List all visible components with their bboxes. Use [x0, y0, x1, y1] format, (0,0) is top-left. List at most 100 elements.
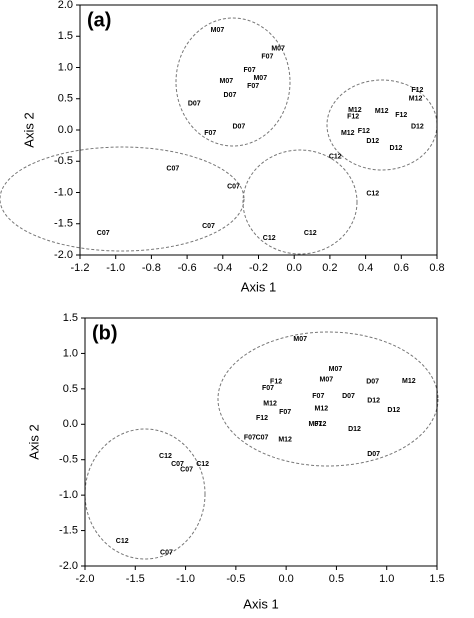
point-label: M12 [409, 96, 423, 103]
point-label: F12 [314, 421, 326, 428]
point-label: D12 [366, 138, 379, 145]
point-label: D12 [411, 124, 424, 131]
point-label: M07 [308, 421, 322, 428]
point-label: F12 [411, 87, 423, 94]
point-label: C12 [116, 538, 129, 545]
panel-label: (a) [87, 9, 111, 31]
point-label: M12 [341, 130, 355, 137]
y-tick-label: 1.5 [58, 30, 73, 42]
point-label: C12 [366, 191, 379, 198]
y-tick-label: 1.5 [63, 312, 78, 324]
cluster-ellipse [217, 331, 439, 467]
point-label: C07 [180, 466, 193, 473]
point-label: F12 [358, 128, 370, 135]
x-tick-label: 1.0 [379, 573, 394, 585]
y-tick-label: 1.0 [58, 61, 73, 73]
x-tick-label: -0.8 [142, 262, 161, 274]
point-label: M07 [220, 78, 234, 85]
point-label: D07 [232, 124, 245, 131]
point-label: M12 [375, 108, 389, 115]
point-label: F12 [347, 114, 359, 121]
point-label: C12 [159, 453, 172, 460]
point-label: F07 [247, 83, 259, 90]
point-label: D12 [348, 426, 361, 433]
point-label: F12 [270, 379, 282, 386]
point-label: D07 [366, 379, 379, 386]
cluster-ellipse [175, 17, 291, 147]
point-label: C12 [263, 235, 276, 242]
point-label: M07 [253, 75, 267, 82]
x-tick-label: -2.0 [76, 573, 95, 585]
y-tick-label: -2.0 [54, 249, 73, 261]
point-label: F07 [279, 409, 291, 416]
x-tick-label: 0.4 [358, 262, 373, 274]
point-label: F07 [244, 435, 256, 442]
x-tick-label: -1.0 [106, 262, 125, 274]
x-tick-label: -1.2 [71, 262, 90, 274]
x-axis-label: Axis 1 [243, 596, 278, 611]
point-label: C07 [166, 166, 179, 173]
y-tick-label: 0.0 [58, 124, 73, 136]
cluster-ellipse [242, 149, 358, 255]
point-label: M12 [348, 107, 362, 114]
y-tick-label: 1.0 [63, 347, 78, 359]
point-label: C07 [202, 223, 215, 230]
point-label: M07 [293, 336, 307, 343]
y-tick-label: 2.0 [58, 0, 73, 11]
y-tick-label: -2.0 [59, 560, 78, 572]
y-tick-label: 0.5 [58, 93, 73, 105]
x-tick-label: -0.4 [213, 262, 232, 274]
x-tick-label: -0.5 [226, 573, 245, 585]
point-label: F07 [261, 54, 273, 61]
point-label: M12 [278, 437, 292, 444]
y-tick-label: -0.5 [59, 454, 78, 466]
plot-frame [79, 4, 438, 256]
x-axis-label: Axis 1 [241, 279, 276, 294]
x-tick-label: 0.6 [394, 262, 409, 274]
y-tick-label: -0.5 [54, 155, 73, 167]
cluster-ellipse [84, 428, 206, 560]
point-label: M07 [271, 46, 285, 53]
point-label: C12 [304, 230, 317, 237]
y-tick-label: 0.0 [63, 418, 78, 430]
point-label: D07 [367, 451, 380, 458]
point-label: C12 [329, 154, 342, 161]
y-tick-label: -1.5 [54, 218, 73, 230]
y-axis-label: Axis 2 [21, 112, 36, 147]
point-label: M07 [329, 366, 343, 373]
point-label: C07 [256, 435, 269, 442]
point-label: F12 [395, 112, 407, 119]
y-tick-label: 0.5 [63, 383, 78, 395]
y-axis-label: Axis 2 [26, 424, 41, 459]
point-label: C12 [196, 461, 209, 468]
point-label: D07 [342, 393, 355, 400]
x-tick-label: -0.6 [178, 262, 197, 274]
x-tick-label: -1.5 [126, 573, 145, 585]
x-tick-label: 0.5 [329, 573, 344, 585]
point-label: D12 [390, 145, 403, 152]
point-label: C07 [171, 461, 184, 468]
point-label: C07 [97, 230, 110, 237]
point-label: M07 [211, 27, 225, 34]
point-label: M12 [315, 406, 329, 413]
panel-label: (b) [92, 322, 118, 344]
y-tick-label: -1.0 [54, 186, 73, 198]
x-tick-label: -1.0 [176, 573, 195, 585]
cluster-ellipse [0, 146, 245, 252]
point-label: C07 [160, 549, 173, 556]
x-tick-label: 0.0 [278, 573, 293, 585]
point-label: F12 [256, 415, 268, 422]
x-tick-label: 0.8 [429, 262, 444, 274]
point-label: F07 [204, 130, 216, 137]
point-label: C07 [227, 184, 240, 191]
y-tick-label: -1.5 [59, 524, 78, 536]
ellipses-b [84, 331, 439, 560]
point-label: F07 [312, 393, 324, 400]
point-label: D07 [188, 101, 201, 108]
point-label: M12 [263, 401, 277, 408]
x-tick-label: -0.2 [249, 262, 268, 274]
x-tick-label: 0.0 [287, 262, 302, 274]
point-label: M07 [320, 376, 334, 383]
plot-frame [84, 317, 438, 567]
